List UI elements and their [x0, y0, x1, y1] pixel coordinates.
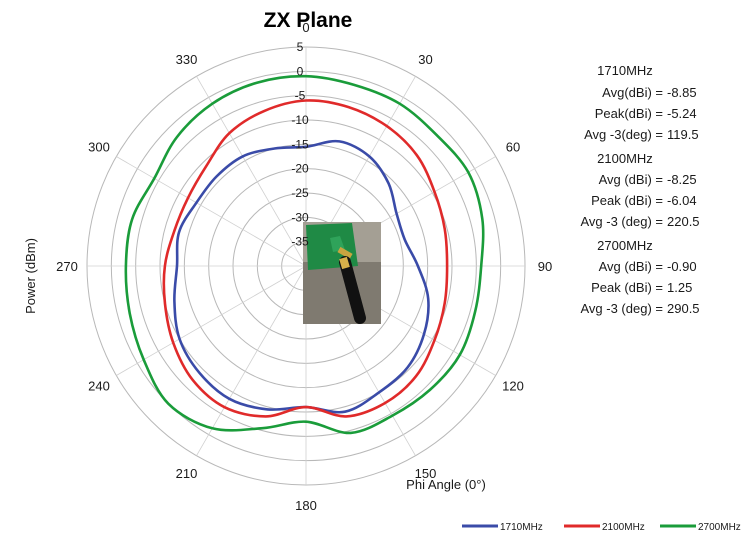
legend-label: 2700MHz [698, 522, 741, 533]
annotation-label: Peak (dBi) = [591, 193, 663, 208]
radial-tick-label: 5 [297, 40, 304, 54]
annotation-label: Avg(dBi) = [602, 85, 663, 100]
angle-tick-label: 210 [176, 466, 198, 481]
legend-label: 1710MHz [500, 522, 543, 533]
annotation-value: -5.24 [667, 106, 697, 121]
angle-tick-label: 330 [176, 52, 198, 67]
annotation-value: 290.5 [667, 301, 700, 316]
angle-tick-labels: 0 30 60 90 120 150 180 210 240 270 300 330 [56, 20, 552, 513]
legend-label: 2100MHz [602, 522, 645, 533]
angle-tick-label: 90 [538, 259, 552, 274]
radial-tick-label: -5 [295, 89, 306, 103]
radial-tick-labels: 5 0 -5 -10 -15 -20 -25 -30 -35 [291, 40, 309, 249]
annotation-2100: 2100MHz Avg (dBi) = -8.25 Peak (dBi) = -… [580, 151, 699, 229]
annotation-value: 119.5 [667, 127, 699, 142]
annotation-label: Avg (dBi) = [599, 259, 663, 274]
angle-tick-label: 270 [56, 259, 78, 274]
annotation-label: Peak (dBi) = [591, 280, 663, 295]
annotation-freq: 2100MHz [597, 151, 653, 166]
annotation-freq: 2700MHz [597, 238, 653, 253]
radial-tick-label: -25 [291, 186, 309, 200]
angle-tick-label: 30 [418, 52, 432, 67]
x-axis-label: Phi Angle (0°) [406, 477, 486, 492]
angle-tick-label: 120 [502, 379, 524, 394]
angle-tick-label: 0 [302, 20, 309, 35]
y-axis-label: Power (dBm) [23, 238, 38, 314]
angle-tick-label: 180 [295, 498, 317, 513]
radial-tick-label: 0 [297, 64, 304, 78]
annotation-freq: 1710MHz [597, 63, 653, 78]
antenna-photo [303, 222, 381, 324]
annotation-value: -8.85 [667, 85, 697, 100]
angle-tick-label: 300 [88, 140, 110, 155]
annotation-2700: 2700MHz Avg (dBi) = -0.90 Peak (dBi) = 1… [580, 238, 699, 316]
series-line-2100MHz [162, 99, 449, 418]
annotation-value: 220.5 [667, 214, 700, 229]
annotation-label: Avg -3 (deg) = [580, 301, 663, 316]
annotation-value: -8.25 [667, 172, 697, 187]
series-line-2700MHz [124, 74, 485, 435]
radial-tick-label: -20 [291, 162, 309, 176]
angle-tick-label: 150 [415, 466, 437, 481]
annotation-1710: 1710MHz Avg(dBi) = -8.85 Peak(dBi) = -5.… [584, 63, 698, 142]
annotation-value: -6.04 [667, 193, 697, 208]
radial-tick-label: -10 [291, 113, 309, 127]
annotation-label: Peak(dBi) = [595, 106, 663, 121]
annotation-value: 1.25 [667, 280, 692, 295]
radial-tick-label: -30 [291, 210, 309, 224]
legend: 1710MHz 2100MHz 2700MHz [462, 522, 741, 533]
angle-tick-label: 240 [88, 379, 110, 394]
annotation-label: Avg -3(deg) = [584, 127, 663, 142]
angle-tick-label: 60 [506, 140, 520, 155]
series-line-1710MHz [173, 139, 430, 414]
series-layer [124, 74, 485, 435]
radial-tick-label: -35 [291, 235, 309, 249]
chart-title: ZX Plane [264, 9, 353, 32]
annotation-label: Avg -3 (deg) = [580, 214, 663, 229]
radial-tick-label: -15 [291, 137, 309, 151]
annotation-label: Avg (dBi) = [599, 172, 663, 187]
annotation-value: -0.90 [667, 259, 697, 274]
